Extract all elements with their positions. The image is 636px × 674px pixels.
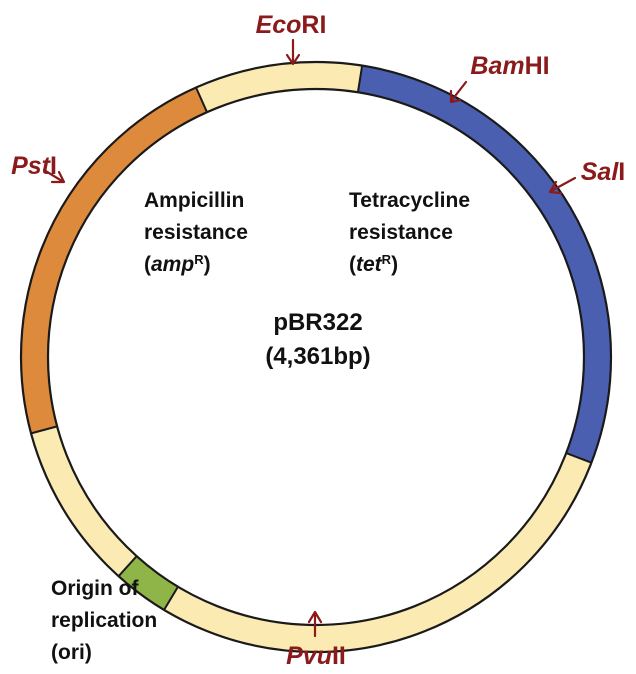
sali-arrow xyxy=(548,176,577,195)
bamhi-label: BamHI xyxy=(470,52,549,80)
tet-label-line2: resistance xyxy=(349,221,453,244)
segment-divider xyxy=(163,586,179,611)
site-bamhi: BamHI xyxy=(449,52,550,104)
site-sali: SalI xyxy=(548,158,625,195)
amp-gene-label: (ampR) xyxy=(144,252,211,276)
tet-label-line1: Tetracycline xyxy=(349,189,470,212)
segment-dividers xyxy=(30,65,592,611)
ori-label-line3: (ori) xyxy=(51,641,92,664)
tet-gene-label: (tetR) xyxy=(349,252,398,276)
bamhi-arrow xyxy=(449,80,468,104)
pvuii-arrow xyxy=(307,610,323,638)
amp-resistance-segment xyxy=(21,87,207,434)
site-ecori: EcoRI xyxy=(256,11,327,66)
segment-divider xyxy=(117,555,138,577)
ori-label-line1: Origin of xyxy=(51,577,139,600)
plasmid-name: pBR322 xyxy=(273,309,362,336)
amp-label-line2: resistance xyxy=(144,221,248,244)
segment-divider xyxy=(356,65,364,93)
tet-resistance-segment xyxy=(357,65,612,463)
segment-divider xyxy=(195,87,208,113)
ecori-arrow xyxy=(285,38,301,66)
sali-label: SalI xyxy=(581,158,625,186)
psti-label: PstI xyxy=(11,152,57,180)
site-pvuii: PvuII xyxy=(286,610,346,670)
ring-outer-outline xyxy=(19,60,613,654)
backbone-segment xyxy=(20,61,612,653)
plasmid-ring xyxy=(19,60,613,654)
site-psti: PstI xyxy=(11,152,66,184)
segment-divider xyxy=(565,452,592,464)
amp-label-line1: Ampicillin xyxy=(144,189,244,212)
ecori-label: EcoRI xyxy=(256,11,327,39)
segment-divider xyxy=(30,425,58,435)
pvuii-label: PvuII xyxy=(286,642,346,670)
origin-segment xyxy=(118,556,178,610)
psti-arrow xyxy=(42,168,66,184)
plasmid-size: (4,361bp) xyxy=(265,343,370,370)
ori-label-line2: replication xyxy=(51,609,157,632)
